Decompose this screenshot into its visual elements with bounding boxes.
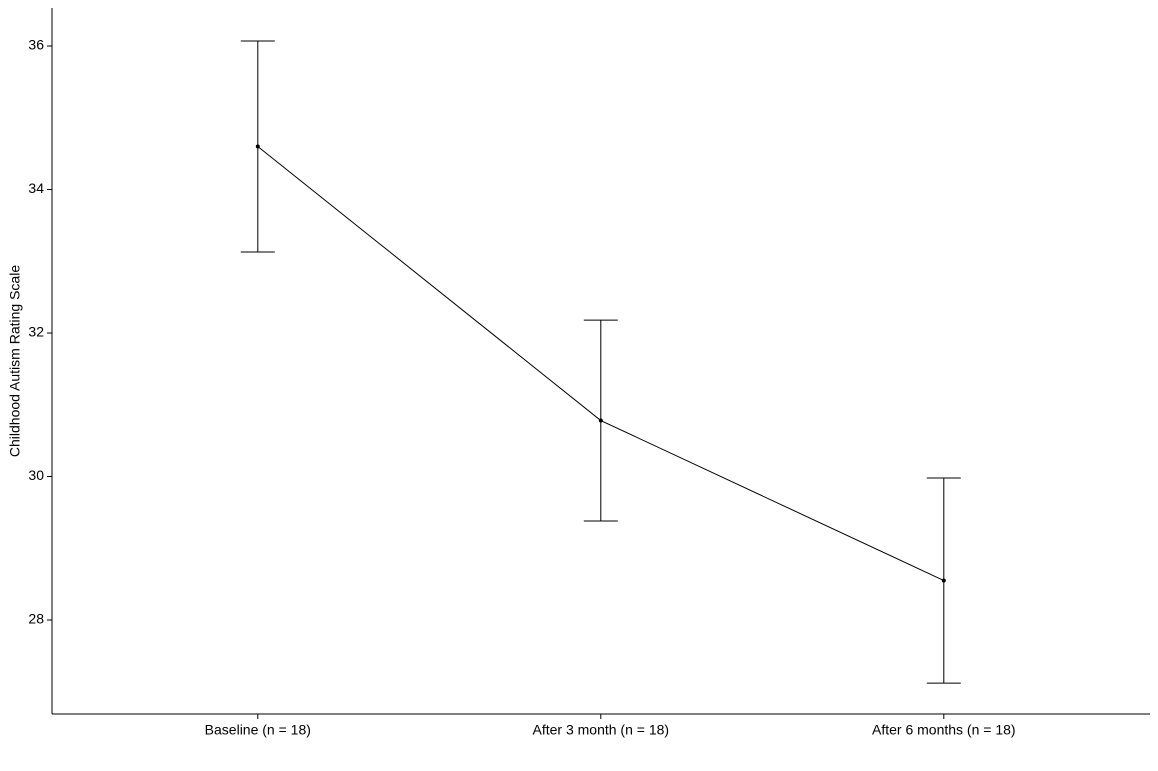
point	[598, 418, 603, 423]
y-tick-label: 28	[28, 611, 44, 627]
x-tick-label: After 3 month (n = 18)	[533, 722, 670, 738]
y-tick-label: 36	[28, 37, 44, 53]
y-tick-label: 34	[28, 180, 44, 196]
x-tick-label: Baseline (n = 18)	[205, 722, 311, 738]
y-tick-label: 30	[28, 467, 44, 483]
y-tick-label: 32	[28, 324, 44, 340]
x-tick-label: After 6 months (n = 18)	[872, 722, 1016, 738]
y-axis-label: Childhood Autism Rating Scale	[7, 265, 23, 457]
point	[941, 578, 946, 583]
point	[255, 144, 260, 149]
